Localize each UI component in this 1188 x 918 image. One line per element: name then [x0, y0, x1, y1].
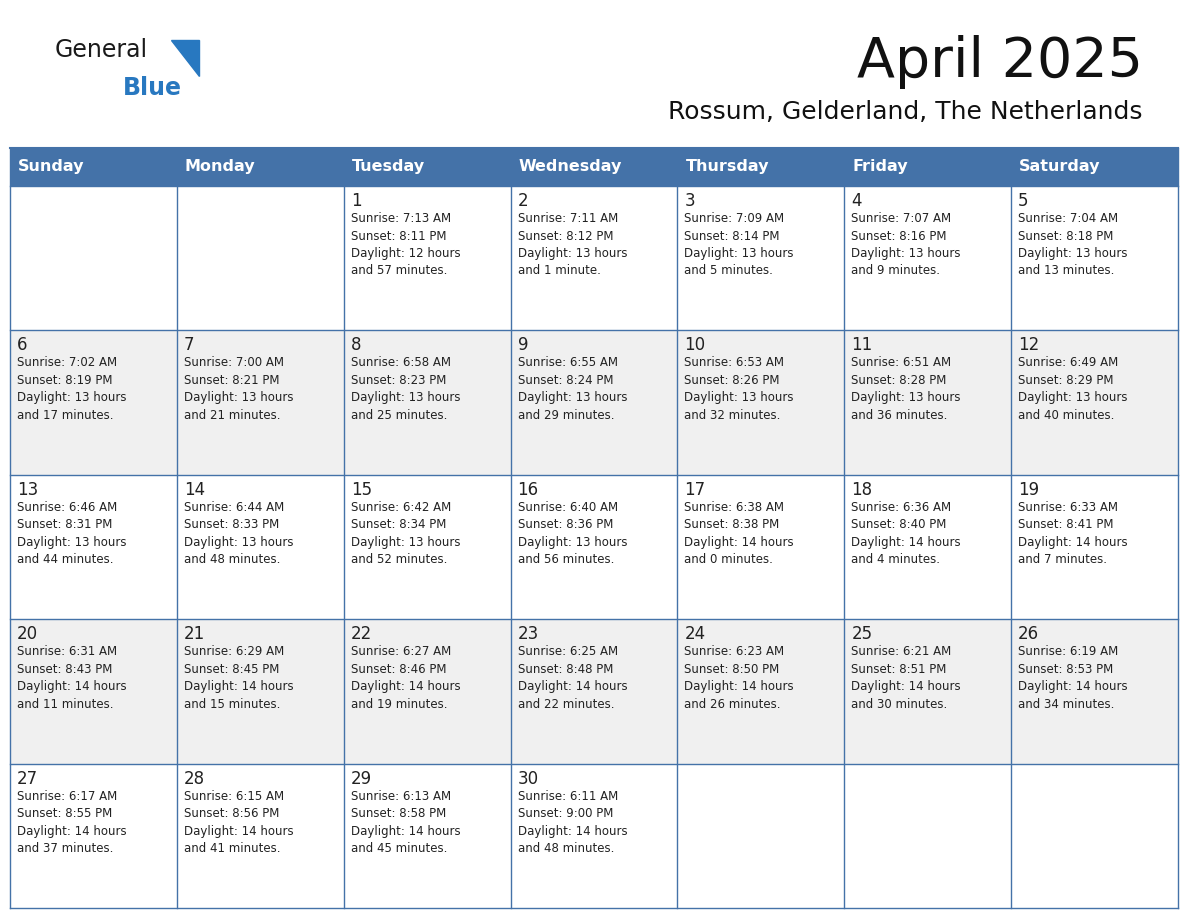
Polygon shape [171, 40, 200, 76]
Text: Sunrise: 6:21 AM
Sunset: 8:51 PM
Daylight: 14 hours
and 30 minutes.: Sunrise: 6:21 AM Sunset: 8:51 PM Dayligh… [852, 645, 961, 711]
Text: Saturday: Saturday [1019, 160, 1100, 174]
Text: Rossum, Gelderland, The Netherlands: Rossum, Gelderland, The Netherlands [669, 100, 1143, 124]
Text: Sunrise: 6:23 AM
Sunset: 8:50 PM
Daylight: 14 hours
and 26 minutes.: Sunrise: 6:23 AM Sunset: 8:50 PM Dayligh… [684, 645, 794, 711]
Text: Sunrise: 6:11 AM
Sunset: 9:00 PM
Daylight: 14 hours
and 48 minutes.: Sunrise: 6:11 AM Sunset: 9:00 PM Dayligh… [518, 789, 627, 855]
Text: 28: 28 [184, 769, 206, 788]
Text: Sunrise: 6:38 AM
Sunset: 8:38 PM
Daylight: 14 hours
and 0 minutes.: Sunrise: 6:38 AM Sunset: 8:38 PM Dayligh… [684, 501, 794, 566]
Bar [10, 186, 1178, 330]
Text: Tuesday: Tuesday [352, 160, 425, 174]
Text: Sunrise: 7:00 AM
Sunset: 8:21 PM
Daylight: 13 hours
and 21 minutes.: Sunrise: 7:00 AM Sunset: 8:21 PM Dayligh… [184, 356, 293, 422]
Text: Sunrise: 6:58 AM
Sunset: 8:23 PM
Daylight: 13 hours
and 25 minutes.: Sunrise: 6:58 AM Sunset: 8:23 PM Dayligh… [350, 356, 460, 422]
Text: 27: 27 [17, 769, 38, 788]
Text: 9: 9 [518, 336, 529, 354]
Text: Sunrise: 6:31 AM
Sunset: 8:43 PM
Daylight: 14 hours
and 11 minutes.: Sunrise: 6:31 AM Sunset: 8:43 PM Dayligh… [17, 645, 127, 711]
Text: 12: 12 [1018, 336, 1040, 354]
Text: 7: 7 [184, 336, 195, 354]
Text: Sunrise: 6:42 AM
Sunset: 8:34 PM
Daylight: 13 hours
and 52 minutes.: Sunrise: 6:42 AM Sunset: 8:34 PM Dayligh… [350, 501, 460, 566]
Text: 1: 1 [350, 192, 361, 210]
Text: Sunrise: 6:44 AM
Sunset: 8:33 PM
Daylight: 13 hours
and 48 minutes.: Sunrise: 6:44 AM Sunset: 8:33 PM Dayligh… [184, 501, 293, 566]
Text: 26: 26 [1018, 625, 1040, 644]
Text: Sunrise: 7:07 AM
Sunset: 8:16 PM
Daylight: 13 hours
and 9 minutes.: Sunrise: 7:07 AM Sunset: 8:16 PM Dayligh… [852, 212, 961, 277]
Text: Sunrise: 7:11 AM
Sunset: 8:12 PM
Daylight: 13 hours
and 1 minute.: Sunrise: 7:11 AM Sunset: 8:12 PM Dayligh… [518, 212, 627, 277]
Text: 16: 16 [518, 481, 538, 498]
Text: 15: 15 [350, 481, 372, 498]
Text: Sunrise: 7:04 AM
Sunset: 8:18 PM
Daylight: 13 hours
and 13 minutes.: Sunrise: 7:04 AM Sunset: 8:18 PM Dayligh… [1018, 212, 1127, 277]
Text: Sunrise: 6:46 AM
Sunset: 8:31 PM
Daylight: 13 hours
and 44 minutes.: Sunrise: 6:46 AM Sunset: 8:31 PM Dayligh… [17, 501, 126, 566]
Text: Sunrise: 6:27 AM
Sunset: 8:46 PM
Daylight: 14 hours
and 19 minutes.: Sunrise: 6:27 AM Sunset: 8:46 PM Dayligh… [350, 645, 460, 711]
Text: Sunrise: 7:13 AM
Sunset: 8:11 PM
Daylight: 12 hours
and 57 minutes.: Sunrise: 7:13 AM Sunset: 8:11 PM Dayligh… [350, 212, 460, 277]
Text: Sunrise: 6:49 AM
Sunset: 8:29 PM
Daylight: 13 hours
and 40 minutes.: Sunrise: 6:49 AM Sunset: 8:29 PM Dayligh… [1018, 356, 1127, 422]
Bar [10, 620, 1178, 764]
Text: Blue: Blue [124, 76, 182, 100]
Text: 30: 30 [518, 769, 538, 788]
Text: Wednesday: Wednesday [519, 160, 623, 174]
Text: 3: 3 [684, 192, 695, 210]
Text: General: General [55, 38, 148, 62]
Text: Sunrise: 6:51 AM
Sunset: 8:28 PM
Daylight: 13 hours
and 36 minutes.: Sunrise: 6:51 AM Sunset: 8:28 PM Dayligh… [852, 356, 961, 422]
Text: 18: 18 [852, 481, 872, 498]
Text: Friday: Friday [852, 160, 908, 174]
Text: 17: 17 [684, 481, 706, 498]
Text: 11: 11 [852, 336, 872, 354]
Text: 23: 23 [518, 625, 539, 644]
Text: Sunrise: 6:13 AM
Sunset: 8:58 PM
Daylight: 14 hours
and 45 minutes.: Sunrise: 6:13 AM Sunset: 8:58 PM Dayligh… [350, 789, 460, 855]
Text: Sunrise: 6:36 AM
Sunset: 8:40 PM
Daylight: 14 hours
and 4 minutes.: Sunrise: 6:36 AM Sunset: 8:40 PM Dayligh… [852, 501, 961, 566]
Bar [10, 764, 1178, 908]
Text: 29: 29 [350, 769, 372, 788]
Bar [10, 330, 1178, 475]
Text: Sunrise: 6:15 AM
Sunset: 8:56 PM
Daylight: 14 hours
and 41 minutes.: Sunrise: 6:15 AM Sunset: 8:56 PM Dayligh… [184, 789, 293, 855]
Text: 21: 21 [184, 625, 206, 644]
Text: Sunrise: 6:55 AM
Sunset: 8:24 PM
Daylight: 13 hours
and 29 minutes.: Sunrise: 6:55 AM Sunset: 8:24 PM Dayligh… [518, 356, 627, 422]
Text: 2: 2 [518, 192, 529, 210]
Text: Sunrise: 6:53 AM
Sunset: 8:26 PM
Daylight: 13 hours
and 32 minutes.: Sunrise: 6:53 AM Sunset: 8:26 PM Dayligh… [684, 356, 794, 422]
Text: 14: 14 [184, 481, 206, 498]
Text: Sunrise: 7:02 AM
Sunset: 8:19 PM
Daylight: 13 hours
and 17 minutes.: Sunrise: 7:02 AM Sunset: 8:19 PM Dayligh… [17, 356, 126, 422]
Text: Sunrise: 6:29 AM
Sunset: 8:45 PM
Daylight: 14 hours
and 15 minutes.: Sunrise: 6:29 AM Sunset: 8:45 PM Dayligh… [184, 645, 293, 711]
Text: April 2025: April 2025 [857, 35, 1143, 89]
Text: Sunrise: 6:33 AM
Sunset: 8:41 PM
Daylight: 14 hours
and 7 minutes.: Sunrise: 6:33 AM Sunset: 8:41 PM Dayligh… [1018, 501, 1127, 566]
Text: 13: 13 [17, 481, 38, 498]
Text: 25: 25 [852, 625, 872, 644]
Text: Sunday: Sunday [18, 160, 84, 174]
Text: Sunrise: 7:09 AM
Sunset: 8:14 PM
Daylight: 13 hours
and 5 minutes.: Sunrise: 7:09 AM Sunset: 8:14 PM Dayligh… [684, 212, 794, 277]
Text: Sunrise: 6:17 AM
Sunset: 8:55 PM
Daylight: 14 hours
and 37 minutes.: Sunrise: 6:17 AM Sunset: 8:55 PM Dayligh… [17, 789, 127, 855]
Text: 10: 10 [684, 336, 706, 354]
Text: Sunrise: 6:25 AM
Sunset: 8:48 PM
Daylight: 14 hours
and 22 minutes.: Sunrise: 6:25 AM Sunset: 8:48 PM Dayligh… [518, 645, 627, 711]
Bar [10, 475, 1178, 620]
Text: 8: 8 [350, 336, 361, 354]
Text: 4: 4 [852, 192, 861, 210]
Text: 24: 24 [684, 625, 706, 644]
Text: Monday: Monday [185, 160, 255, 174]
Text: 19: 19 [1018, 481, 1040, 498]
Text: 20: 20 [17, 625, 38, 644]
Text: Thursday: Thursday [685, 160, 769, 174]
Text: Sunrise: 6:19 AM
Sunset: 8:53 PM
Daylight: 14 hours
and 34 minutes.: Sunrise: 6:19 AM Sunset: 8:53 PM Dayligh… [1018, 645, 1127, 711]
Bar [10, 148, 1178, 186]
Text: Sunrise: 6:40 AM
Sunset: 8:36 PM
Daylight: 13 hours
and 56 minutes.: Sunrise: 6:40 AM Sunset: 8:36 PM Dayligh… [518, 501, 627, 566]
Text: 5: 5 [1018, 192, 1029, 210]
Text: 6: 6 [17, 336, 27, 354]
Text: 22: 22 [350, 625, 372, 644]
